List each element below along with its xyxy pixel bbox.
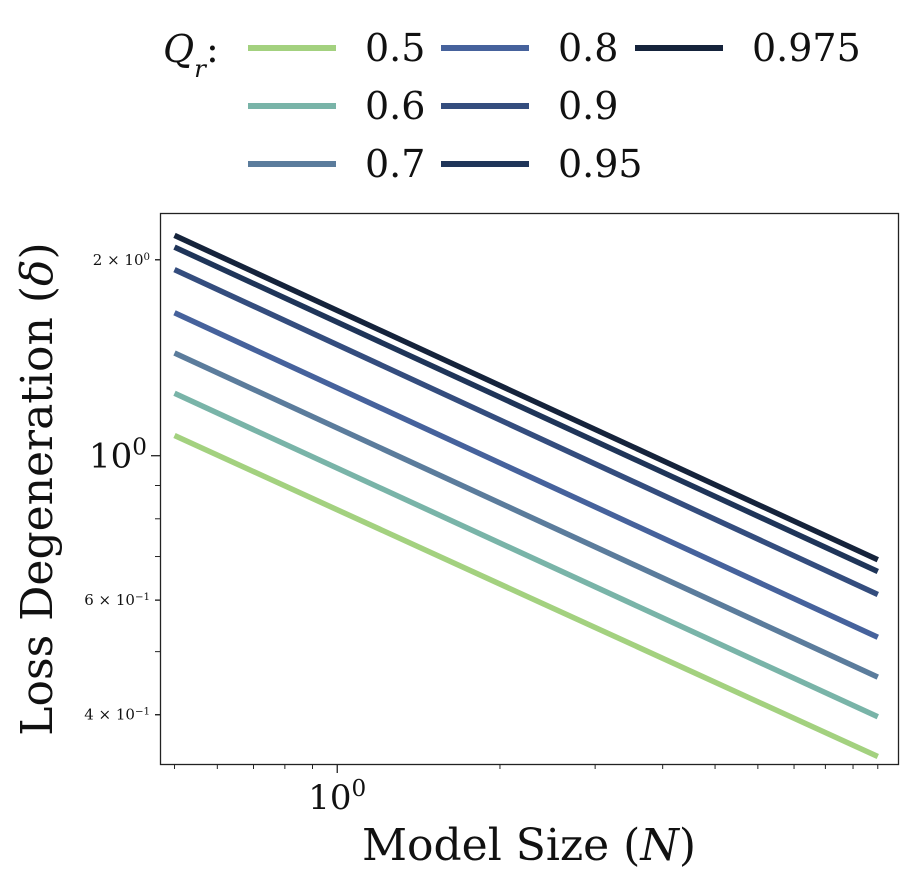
series-line-0.95 — [173, 244, 879, 574]
series-line-0.975 — [173, 232, 879, 563]
legend-label-0.95: 0.95 — [558, 142, 643, 186]
x-axis-label: Model Size (N) — [362, 820, 696, 871]
legend-label-0.6: 0.6 — [365, 84, 425, 128]
legend-label-0.7: 0.7 — [365, 142, 425, 186]
legend-label-0.5: 0.5 — [365, 26, 425, 70]
y-tick-label: 4 × 10−1 — [84, 706, 150, 724]
series-line-0.9 — [173, 267, 879, 597]
legend-label-0.975: 0.975 — [752, 26, 861, 70]
series-line-0.8 — [173, 310, 879, 640]
legend-title: Qr: — [163, 27, 219, 83]
legend-label-0.9: 0.9 — [558, 84, 618, 128]
legend-label-0.8: 0.8 — [558, 26, 618, 70]
y-tick-label: 100 — [89, 435, 147, 477]
y-axis-label: Loss Degeneration (δ) — [12, 242, 63, 735]
series-line-0.7 — [173, 350, 879, 680]
minor-ticks — [155, 259, 879, 769]
series-line-0.5 — [173, 432, 879, 760]
series-lines — [173, 232, 879, 760]
plot-frame — [159, 212, 900, 766]
axis-ticks: 100 2 × 100 100 6 × 10−1 4 × 10−1 — [84, 251, 366, 818]
y-tick-label: 6 × 10−1 — [84, 591, 150, 609]
legend: Qr: 0.5 0.6 0.7 0.8 0.9 0.95 0.975 — [163, 26, 861, 186]
x-tick-label: 100 — [308, 776, 366, 818]
y-tick-label: 2 × 100 — [93, 251, 150, 269]
series-line-0.6 — [173, 390, 879, 720]
